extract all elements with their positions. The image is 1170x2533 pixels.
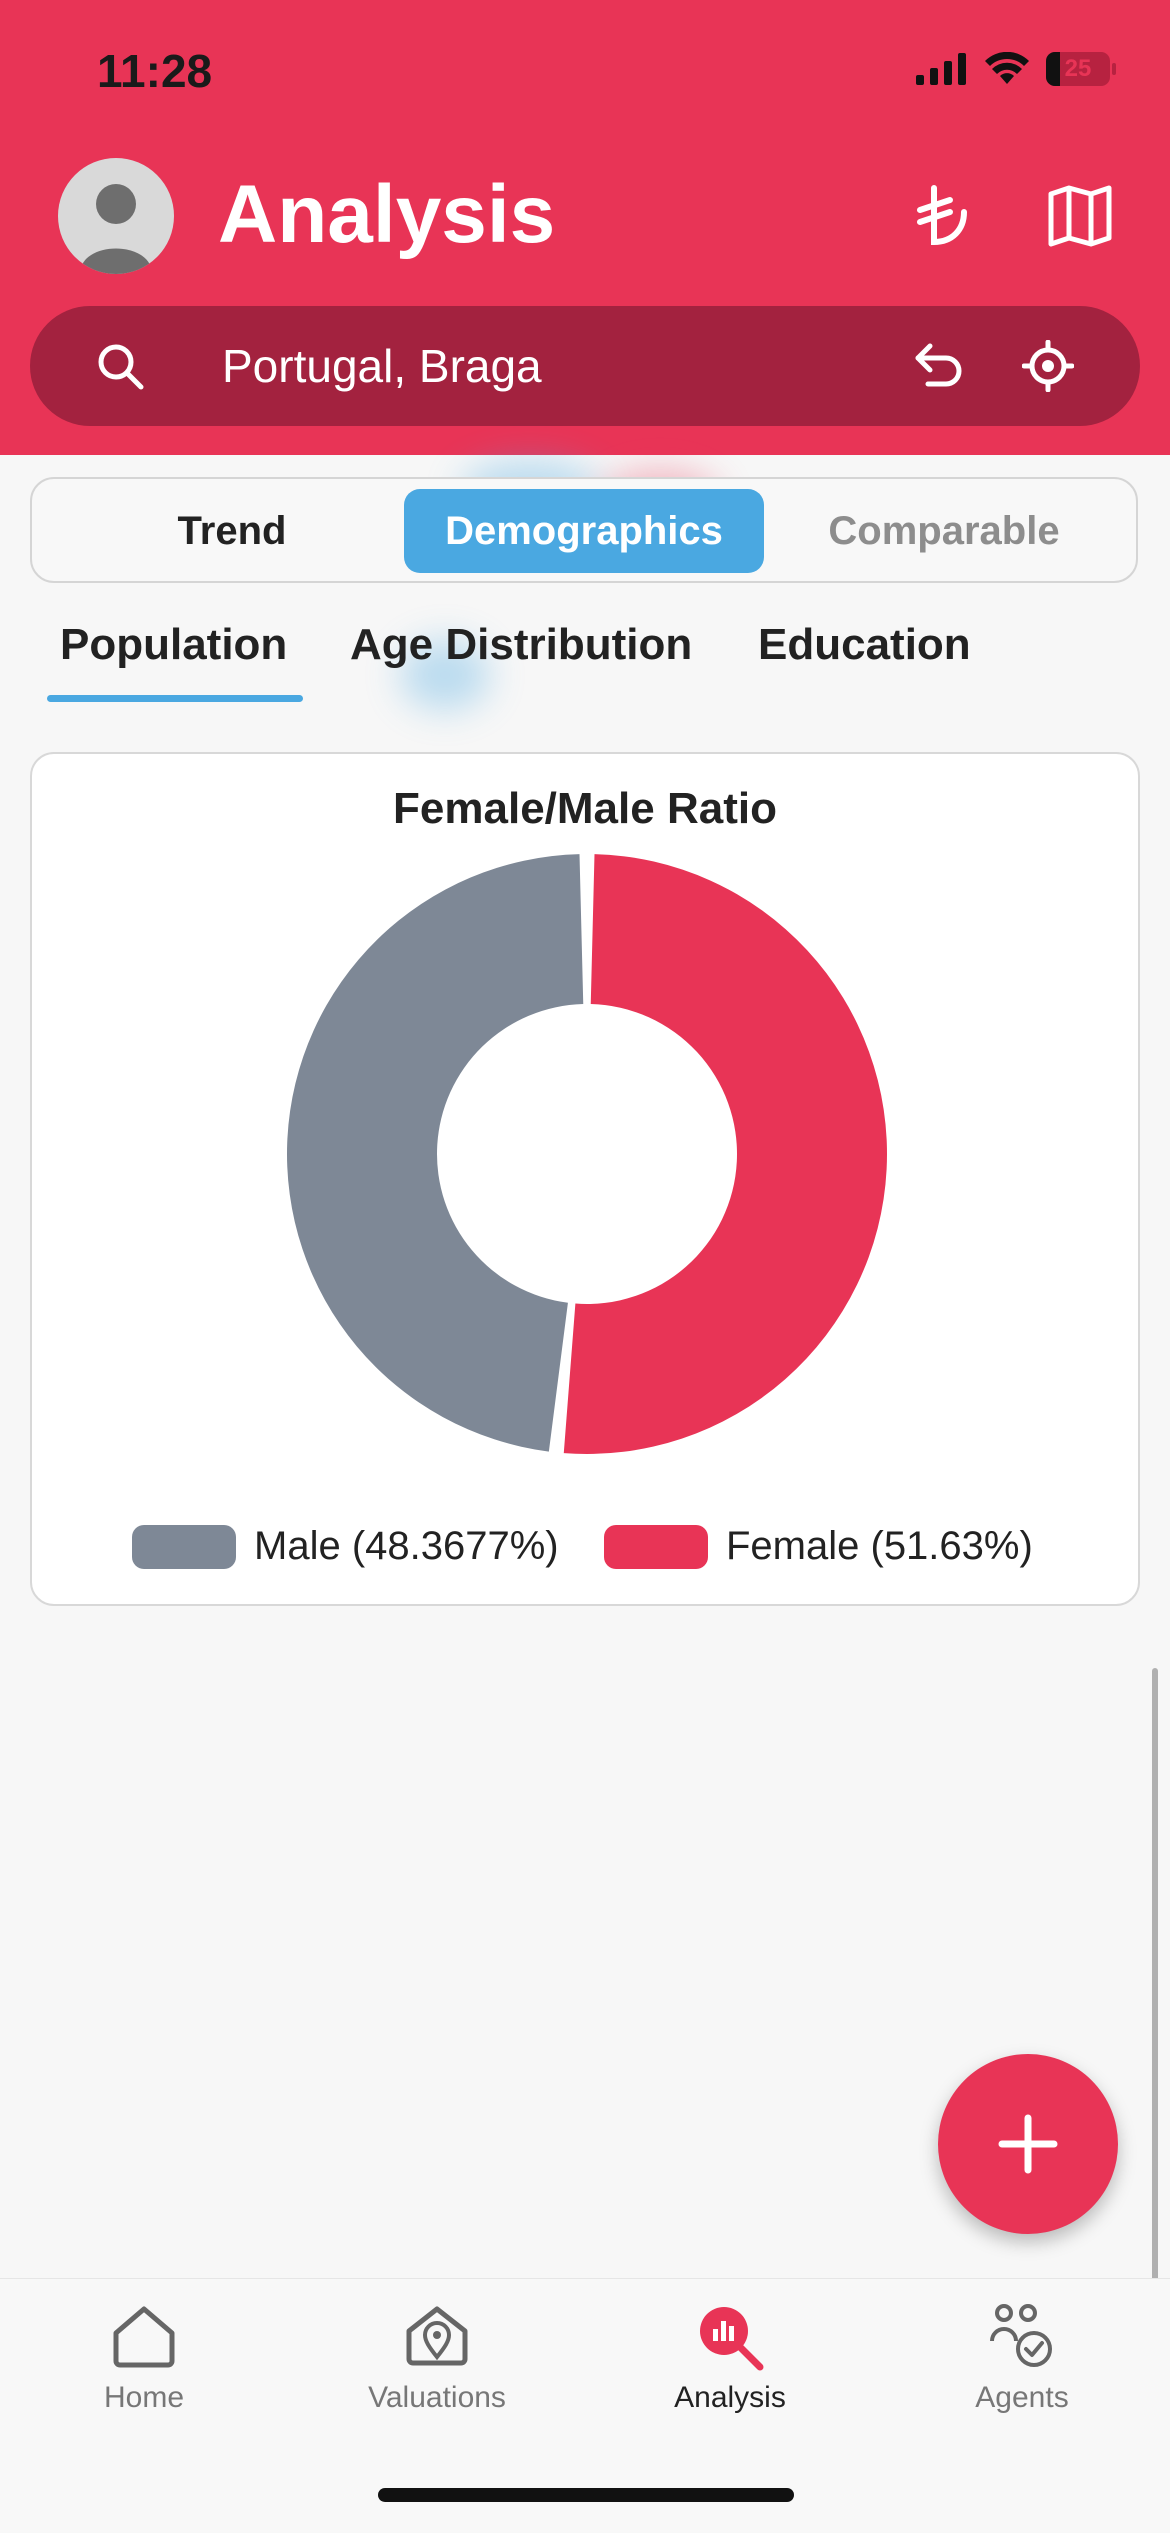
lira-icon [917, 185, 967, 246]
blur-decoration [400, 640, 490, 710]
analysis-icon [700, 2307, 764, 2371]
avatar[interactable] [58, 158, 174, 274]
donut-slice-female [563, 854, 887, 1454]
legend-label-female: Female (51.63%) [726, 1524, 1033, 1568]
valuations-icon [406, 2306, 468, 2366]
segment-comparable[interactable]: Comparable [828, 508, 1060, 553]
segmented-control: Trend Demographics Comparable [30, 477, 1138, 583]
tab-home[interactable]: Home [44, 2301, 244, 2415]
tab-home-label: Home [103, 2381, 185, 2414]
home-indicator [378, 2488, 794, 2502]
undo-icon[interactable] [914, 342, 964, 390]
search-icon [98, 344, 144, 390]
segment-trend[interactable]: Trend [177, 508, 287, 553]
home-icon [113, 2306, 175, 2368]
add-button[interactable] [938, 2054, 1118, 2234]
tab-agents[interactable]: Agents [922, 2301, 1122, 2415]
tab-valuations-label: Valuations [368, 2381, 506, 2414]
app-header: 11:28 25 Analysis [0, 0, 1170, 455]
donut-chart [286, 854, 887, 1454]
subtab-indicator [47, 695, 303, 702]
wifi-icon [985, 52, 1029, 84]
scrollbar[interactable] [1152, 1668, 1158, 2288]
legend-male: Male (48.3677%) [132, 1524, 559, 1569]
currency-button[interactable] [902, 176, 982, 256]
locate-icon[interactable] [1022, 340, 1074, 392]
legend-female: Female (51.63%) [604, 1524, 1033, 1569]
legend-label-male: Male (48.3677%) [254, 1524, 559, 1568]
status-icons: 25 [916, 52, 1116, 86]
tab-analysis[interactable]: Analysis [630, 2301, 830, 2415]
user-icon [80, 184, 152, 274]
chart-card: Female/Male Ratio Male (48.3677%) Female… [30, 752, 1140, 1606]
subtab-education[interactable]: Education [758, 620, 971, 669]
subtab-age-distribution[interactable]: Age Distribution [350, 620, 693, 669]
search-input[interactable]: Portugal, Braga [222, 340, 542, 392]
agents-icon [990, 2304, 1052, 2367]
search-bar[interactable]: Portugal, Braga [30, 306, 1140, 426]
chart-title: Female/Male Ratio [393, 784, 777, 833]
legend-swatch-female [604, 1524, 708, 1569]
battery-icon: 25 [1046, 52, 1116, 86]
map-button[interactable] [1040, 176, 1120, 256]
map-icon [1048, 185, 1112, 247]
tab-analysis-label: Analysis [674, 2381, 786, 2414]
status-time: 11:28 [97, 45, 213, 97]
segment-demographics[interactable]: Demographics [404, 489, 764, 573]
tab-valuations[interactable]: Valuations [337, 2301, 537, 2415]
tab-agents-label: Agents [975, 2381, 1069, 2414]
plus-icon [998, 2114, 1058, 2174]
donut-slice-male [286, 854, 584, 1452]
legend-swatch-male [132, 1524, 236, 1569]
signal-icon [916, 53, 966, 85]
page-title: Analysis [218, 169, 556, 260]
subtab-population[interactable]: Population [60, 620, 288, 669]
battery-level: 25 [1064, 55, 1092, 82]
